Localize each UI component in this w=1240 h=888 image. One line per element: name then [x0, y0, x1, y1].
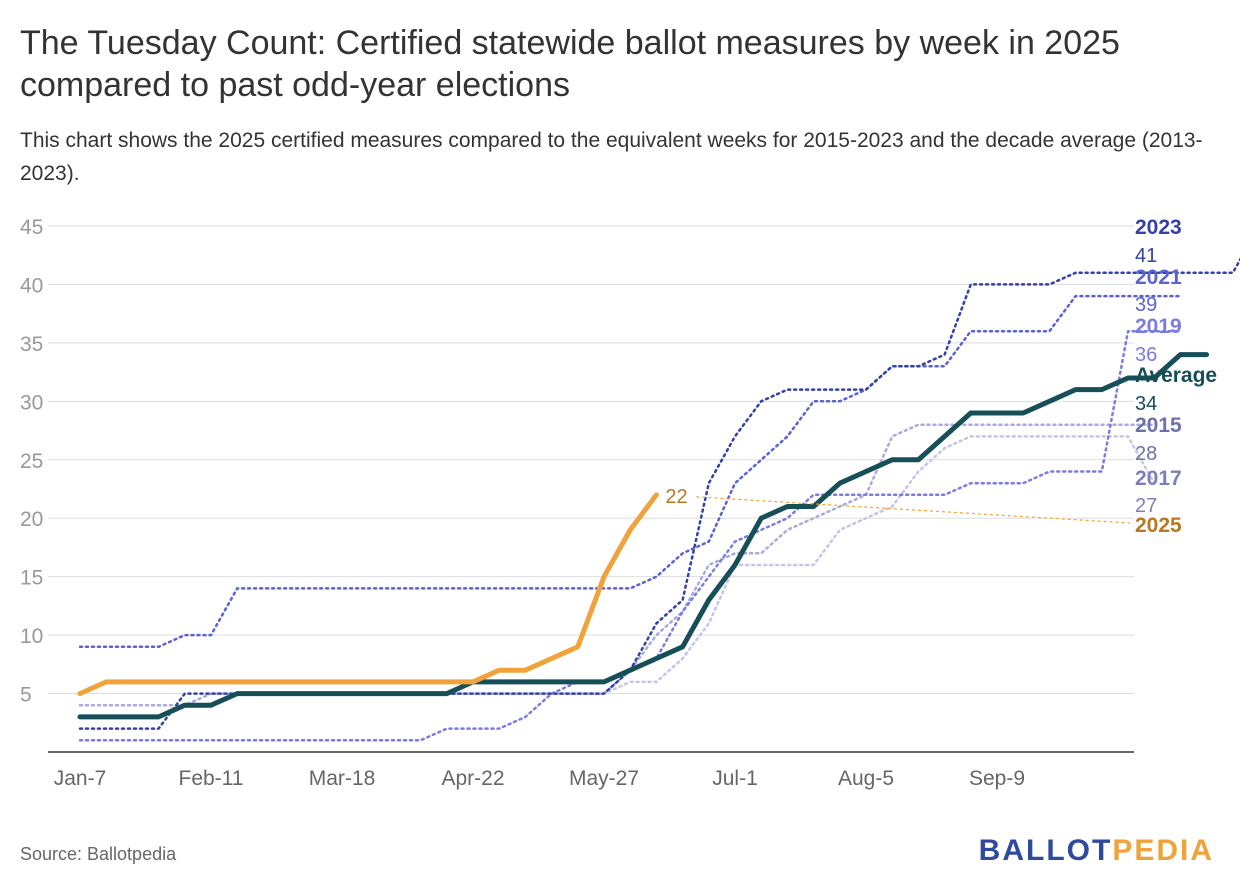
y-tick-label: 35 — [20, 333, 43, 356]
x-tick-label: Feb-11 — [179, 767, 244, 790]
series-line-2023 — [78, 257, 1240, 730]
y-tick-label: 10 — [20, 625, 43, 648]
series-label-2017: 2017 — [1135, 467, 1182, 490]
x-tick-label: Apr-22 — [441, 767, 504, 790]
y-axis-labels: 5 10 15 20 25 30 35 40 45 — [20, 216, 43, 707]
x-tick-label: May-27 — [569, 767, 639, 790]
logo-ballot-text: BALLOT — [978, 834, 1113, 867]
series-label-2021: 2021 — [1135, 266, 1182, 289]
series-value-average: 34 — [1135, 393, 1157, 415]
x-axis-labels: Jan-7 Feb-11 Mar-18 Apr-22 May-27 Jul-1 Aug-5 S… — [54, 767, 1025, 790]
series-line-2019 — [78, 329, 1182, 742]
series-value-2019: 36 — [1135, 344, 1157, 366]
y-tick-label: 5 — [20, 684, 32, 707]
series-label-average: Average — [1135, 364, 1217, 387]
y-tick-label: 20 — [20, 508, 43, 531]
series-label-2025: 2025 — [1135, 514, 1182, 537]
y-tick-label: 40 — [20, 274, 43, 297]
series-label-2023: 2023 — [1135, 216, 1182, 239]
x-tick-label: Jan-7 — [54, 767, 107, 790]
series-value-2017: 27 — [1135, 495, 1157, 517]
series-line-2015 — [78, 423, 1156, 707]
series-line-2021 — [78, 294, 1182, 649]
series-value-2023: 41 — [1135, 245, 1157, 267]
series-lines — [77, 257, 1240, 742]
logo-pedia-text: PEDIA — [1112, 834, 1214, 867]
source-note: Source: Ballotpedia — [20, 844, 177, 864]
y-tick-label: 25 — [20, 450, 43, 473]
series-value-2021: 39 — [1135, 294, 1157, 316]
y-tick-label: 45 — [20, 216, 43, 239]
x-tick-label: Aug-5 — [838, 767, 894, 790]
chart-title: The Tuesday Count: Certified statewide b… — [20, 24, 1120, 104]
x-tick-label: Mar-18 — [309, 767, 376, 790]
series-label-2015: 2015 — [1135, 414, 1182, 437]
series-value-2015: 28 — [1135, 443, 1157, 465]
ballotpedia-logo[interactable]: BALLOTPEDIA — [979, 834, 1214, 868]
series-line-2025 — [77, 492, 659, 697]
annotation-2025-value: 22 — [665, 486, 687, 508]
x-tick-label: Jul-1 — [712, 767, 758, 790]
annotation-2025-leader — [696, 496, 1131, 524]
series-line-average — [77, 352, 1210, 720]
series-label-2019: 2019 — [1135, 315, 1182, 338]
y-tick-label: 30 — [20, 391, 43, 414]
gridlines — [48, 225, 1134, 753]
chart-subtitle: This chart shows the 2025 certified meas… — [20, 129, 1203, 185]
x-tick-label: Sep-9 — [969, 767, 1025, 790]
y-tick-label: 15 — [20, 567, 43, 590]
